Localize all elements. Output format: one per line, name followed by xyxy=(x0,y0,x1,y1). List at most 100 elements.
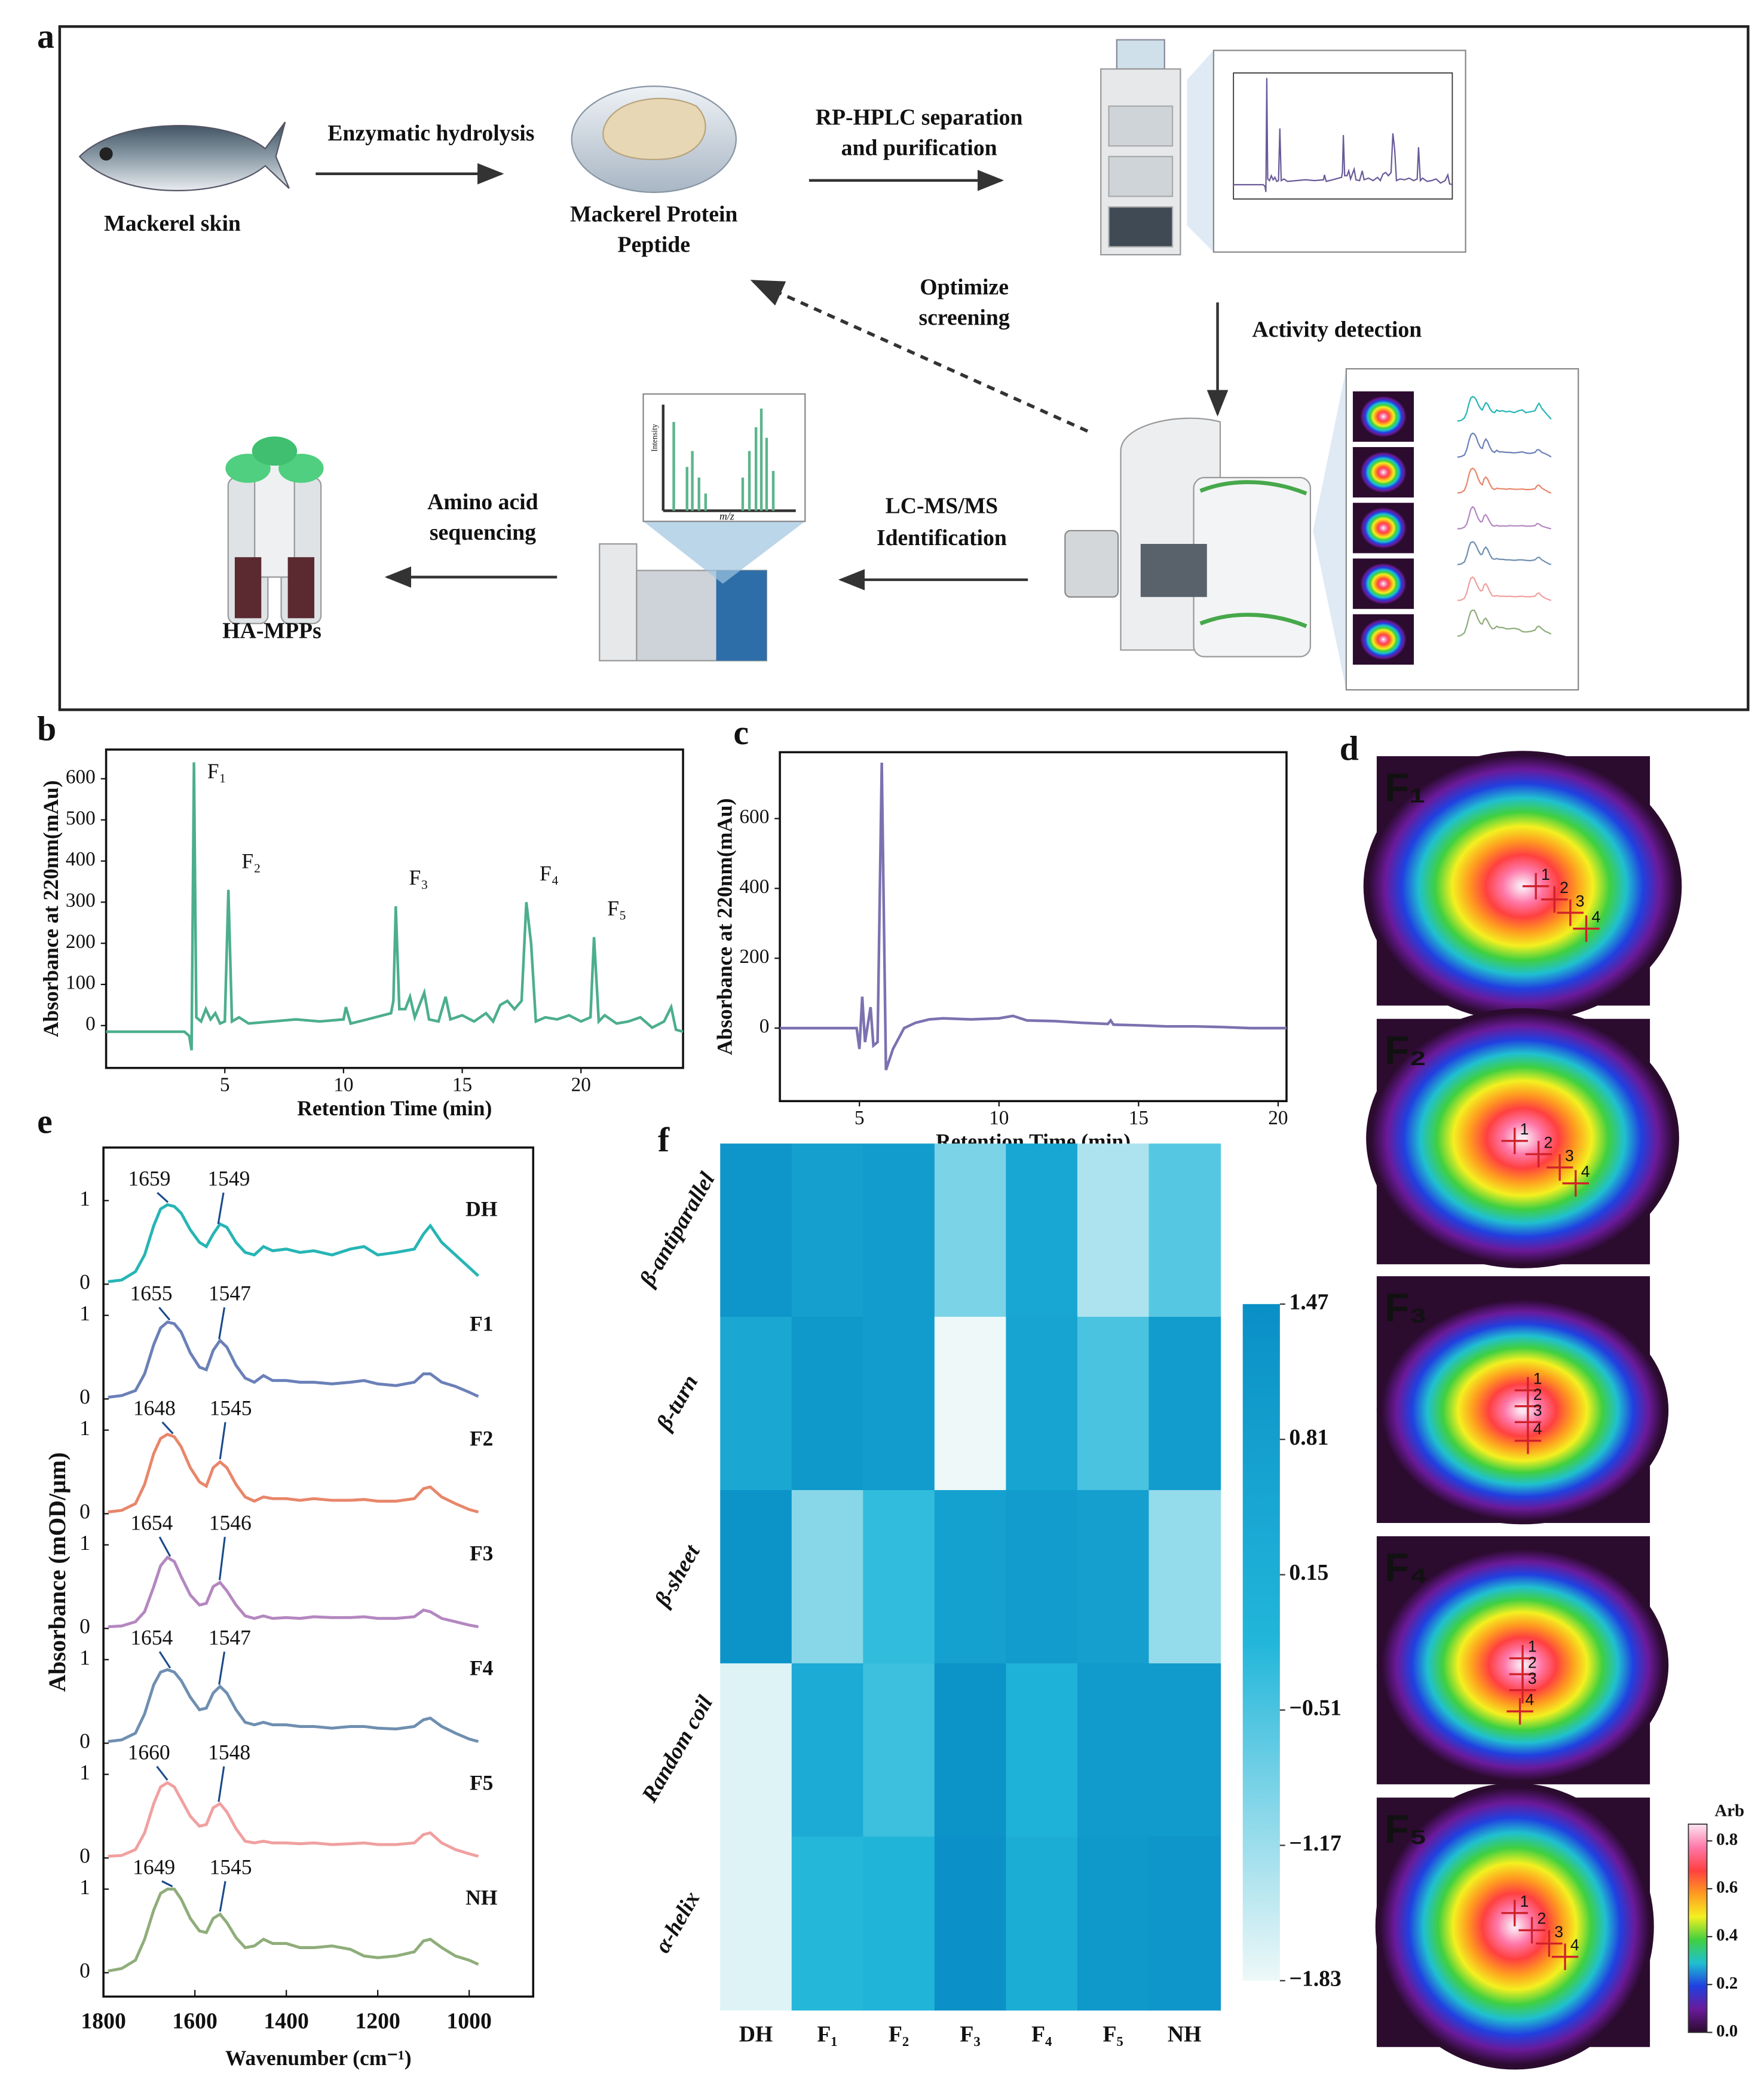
colorbar-tick-label: 0.0 xyxy=(1716,2021,1738,2041)
peak-leader xyxy=(158,1651,172,1669)
x-tick-label: 20 xyxy=(1268,1107,1288,1129)
y-tick-label: 1 xyxy=(79,1760,90,1784)
marker-label: 2 xyxy=(1528,1653,1537,1671)
plot-frame xyxy=(105,748,684,1069)
y-tick-label: 600 xyxy=(66,766,96,788)
crosshair xyxy=(1509,1677,1536,1703)
y-tick-label: 1 xyxy=(79,1416,90,1440)
crosshair xyxy=(1546,1154,1573,1181)
peak-leader xyxy=(218,1307,226,1339)
heatmap-cell xyxy=(1149,1663,1221,1837)
crosshair xyxy=(1573,915,1600,942)
marker-label: 1 xyxy=(1541,865,1550,883)
line xyxy=(106,762,684,1051)
y-tick-label: 1 xyxy=(79,1645,90,1669)
heatmap-cell xyxy=(863,1836,935,2011)
series-label: F5 xyxy=(470,1771,493,1795)
panel-letter: e xyxy=(37,1103,53,1140)
marker-label: 4 xyxy=(1591,908,1600,926)
ms-instrument-icon xyxy=(599,543,768,662)
inset-spectrum xyxy=(1457,432,1552,458)
peak-label: F₂ xyxy=(241,849,261,873)
inset-spectrum xyxy=(1457,506,1552,530)
step-label: Activity detection xyxy=(1252,317,1422,342)
y-tick-label: 0 xyxy=(79,1844,90,1868)
heatmap-cell xyxy=(1006,1836,1079,2011)
x-tick-label: 5 xyxy=(220,1073,230,1096)
peak-leader xyxy=(217,1192,225,1225)
fish-label: Mackerel skin xyxy=(104,211,241,236)
zoom-wedge xyxy=(643,521,806,584)
x-tick-label: 1600 xyxy=(172,2008,217,2033)
crosshair xyxy=(1501,1900,1528,1926)
x-tick-label: 1200 xyxy=(355,2008,400,2033)
colorbar-tick-label: 0.6 xyxy=(1716,1878,1738,1897)
marker-label: 1 xyxy=(1533,1369,1542,1387)
marker-label: 2 xyxy=(1560,879,1569,897)
dish-icon xyxy=(571,85,737,193)
peak-label: 1654 xyxy=(130,1511,173,1535)
panel-letter: b xyxy=(37,710,56,748)
colorbar-title: Arb xyxy=(1714,1801,1744,1821)
line xyxy=(780,762,1287,1070)
peak-label: 1648 xyxy=(133,1396,176,1420)
peak-leader xyxy=(218,1537,226,1580)
zoom-wedge xyxy=(1313,369,1346,690)
x-axis-label: Wavenumber (cm⁻¹) xyxy=(225,2046,412,2070)
spectrum-line xyxy=(108,1432,479,1514)
plot-frame xyxy=(779,751,1288,1102)
step-label: Identification xyxy=(877,525,1007,550)
crosshair xyxy=(1518,1917,1545,1944)
heatmap-cell xyxy=(934,1836,1007,2011)
row-label: α-helix xyxy=(650,1887,705,1957)
heatmap-cell xyxy=(1006,1663,1079,1837)
peak-label: 1549 xyxy=(207,1167,250,1191)
x-axis-label: Retention Time (min) xyxy=(297,1096,492,1120)
row-label: β-antiparallel xyxy=(634,1168,720,1292)
peak-label: F₄ xyxy=(540,861,559,885)
heatmap-cell xyxy=(934,1489,1007,1664)
y-tick-label: 0 xyxy=(79,1959,90,1983)
peak-leader xyxy=(158,1536,172,1557)
colorbar-tick-label: −1.17 xyxy=(1289,1831,1342,1856)
panel-letter: d xyxy=(1340,730,1359,768)
peak-label: 1649 xyxy=(133,1855,175,1879)
panel-frame xyxy=(58,25,1750,711)
tubes-icon xyxy=(225,436,324,625)
y-tick-label: 300 xyxy=(66,889,96,912)
peak-label: F₁ xyxy=(207,759,226,783)
hplc-icon xyxy=(1100,39,1181,256)
y-tick-label: 100 xyxy=(66,972,96,994)
column-label: DH xyxy=(739,2022,773,2047)
peak-leader xyxy=(161,1880,173,1888)
heatmap-cell xyxy=(1006,1489,1079,1664)
series-label: F1 xyxy=(470,1312,493,1336)
peak-leader xyxy=(161,1421,174,1434)
colorbar xyxy=(1242,1304,1280,1981)
step-label: screening xyxy=(918,305,1009,331)
y-tick-label: 0 xyxy=(79,1385,90,1409)
marker-label: 3 xyxy=(1576,892,1585,910)
marker-label: 3 xyxy=(1528,1669,1537,1687)
column-label: F₃ xyxy=(960,2022,980,2047)
x-tick-label: 20 xyxy=(571,1073,591,1096)
heatmap-cell xyxy=(863,1143,935,1318)
image-label: F₁ xyxy=(1385,766,1425,810)
dashed-arrow xyxy=(750,280,1089,433)
peak-leader xyxy=(158,1307,171,1321)
ms-spectrum xyxy=(662,404,796,512)
step-label: Enzymatic hydrolysis xyxy=(327,121,534,146)
colorbar-tick-label: 0.2 xyxy=(1716,1974,1738,1993)
y-tick-label: 0 xyxy=(79,1500,90,1524)
ftir-instrument-icon xyxy=(1064,417,1312,657)
peak-leader xyxy=(218,1766,225,1802)
spectrum-line xyxy=(108,1320,479,1399)
heatmap-cell xyxy=(791,1317,864,1491)
x-tick-label: 10 xyxy=(333,1073,353,1096)
peak-label: 1545 xyxy=(209,1396,252,1420)
x-tick-label: 10 xyxy=(989,1107,1009,1129)
y-tick-label: 0 xyxy=(79,1729,90,1753)
